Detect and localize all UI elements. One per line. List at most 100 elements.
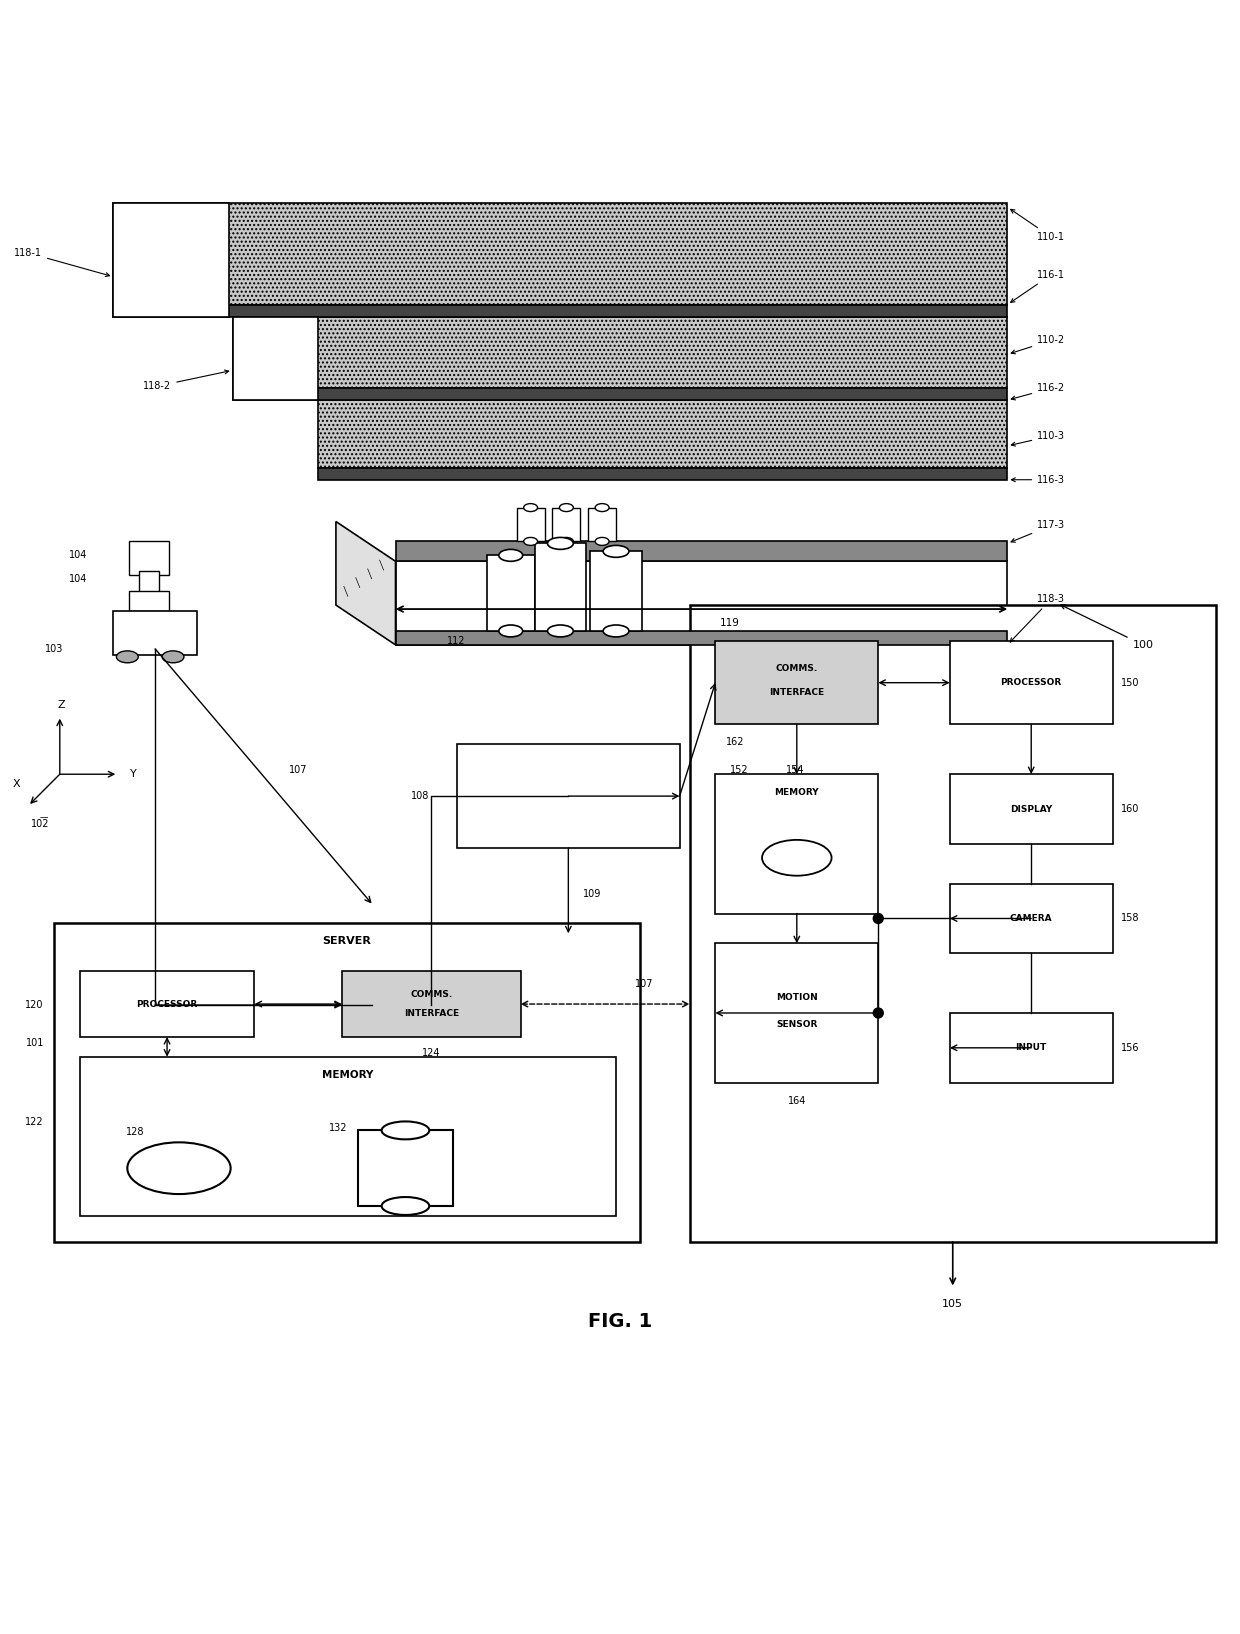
Bar: [113, 203, 228, 317]
Ellipse shape: [382, 1121, 429, 1139]
Text: FIG. 1: FIG. 1: [588, 1312, 652, 1332]
Text: 118-1: 118-1: [14, 248, 109, 276]
Circle shape: [873, 913, 883, 923]
Ellipse shape: [117, 650, 138, 663]
Text: 104: 104: [69, 551, 88, 560]
Bar: [715, 641, 878, 724]
Bar: [79, 971, 254, 1038]
Ellipse shape: [162, 650, 184, 663]
Text: PROCESSOR: PROCESSOR: [136, 1000, 197, 1008]
Text: 116-3: 116-3: [1012, 475, 1065, 485]
Bar: [950, 1013, 1112, 1083]
Text: Z: Z: [58, 699, 66, 709]
Text: 116-2: 116-2: [1012, 384, 1065, 400]
Ellipse shape: [559, 538, 573, 546]
Bar: [317, 400, 1007, 467]
Text: MOTION: MOTION: [776, 992, 817, 1002]
Text: 124: 124: [422, 1047, 440, 1057]
Text: 120: 120: [25, 1000, 43, 1010]
Ellipse shape: [548, 624, 573, 637]
Bar: [317, 467, 1007, 480]
Text: —: —: [40, 814, 48, 822]
Text: 156: 156: [1121, 1042, 1140, 1052]
Circle shape: [873, 1008, 883, 1018]
Text: 119: 119: [719, 618, 739, 627]
Bar: [233, 317, 317, 400]
Text: 150: 150: [1121, 678, 1140, 688]
Bar: [129, 541, 169, 575]
Bar: [233, 317, 1007, 389]
Text: 102: 102: [31, 819, 50, 828]
Bar: [113, 304, 1007, 317]
Bar: [487, 556, 534, 631]
Bar: [950, 641, 1112, 724]
Text: Y: Y: [130, 770, 136, 779]
Bar: [342, 971, 521, 1038]
Text: 118-2: 118-2: [144, 369, 228, 391]
Bar: [79, 1057, 616, 1216]
Text: 101: 101: [26, 1038, 43, 1047]
Text: COMMS.: COMMS.: [410, 990, 453, 998]
Text: 158: 158: [1121, 913, 1140, 923]
Ellipse shape: [523, 538, 538, 546]
Ellipse shape: [595, 538, 609, 546]
Text: MEMORY: MEMORY: [322, 1070, 373, 1080]
Text: INTERFACE: INTERFACE: [769, 688, 825, 698]
Bar: [950, 775, 1112, 843]
Bar: [396, 562, 1007, 645]
Text: 132: 132: [329, 1124, 347, 1134]
Bar: [553, 508, 580, 541]
Ellipse shape: [523, 503, 538, 511]
Ellipse shape: [603, 546, 629, 557]
Ellipse shape: [559, 503, 573, 511]
Bar: [534, 544, 587, 631]
Text: 110-1: 110-1: [1011, 209, 1065, 242]
Text: 108: 108: [410, 791, 429, 801]
Text: 117-3: 117-3: [1011, 521, 1065, 542]
Ellipse shape: [763, 840, 832, 876]
Text: 107: 107: [635, 979, 653, 989]
Ellipse shape: [498, 624, 522, 637]
Ellipse shape: [603, 624, 629, 637]
Text: 104: 104: [69, 574, 88, 585]
Text: 160: 160: [1121, 804, 1140, 814]
Bar: [950, 884, 1112, 953]
Ellipse shape: [382, 1198, 429, 1216]
Text: 122: 122: [25, 1118, 43, 1127]
Text: 154: 154: [786, 765, 804, 775]
Bar: [113, 611, 197, 655]
Bar: [715, 775, 878, 913]
Text: 112: 112: [446, 636, 465, 645]
Text: SENSOR: SENSOR: [776, 1021, 817, 1029]
Bar: [588, 508, 616, 541]
Text: 152: 152: [730, 765, 749, 775]
Bar: [590, 551, 642, 631]
Bar: [396, 631, 1007, 645]
Text: INPUT: INPUT: [1016, 1044, 1047, 1052]
Bar: [517, 508, 544, 541]
Text: SERVER: SERVER: [322, 936, 371, 946]
Text: CAMERA: CAMERA: [1009, 913, 1053, 923]
Text: PROCESSOR: PROCESSOR: [1001, 678, 1061, 688]
Text: INTERFACE: INTERFACE: [404, 1010, 459, 1018]
Text: 110-2: 110-2: [1011, 335, 1065, 355]
Text: COMMS.: COMMS.: [776, 665, 818, 673]
Ellipse shape: [128, 1142, 231, 1194]
Text: 105: 105: [942, 1299, 963, 1309]
Bar: [396, 541, 1007, 562]
Ellipse shape: [548, 538, 573, 549]
Bar: [715, 943, 878, 1083]
Bar: [689, 605, 1216, 1242]
Text: 103: 103: [46, 644, 63, 654]
Ellipse shape: [498, 549, 522, 562]
Bar: [458, 745, 680, 848]
Ellipse shape: [595, 503, 609, 511]
Text: 100: 100: [1060, 605, 1153, 650]
Text: 116-1: 116-1: [1011, 270, 1065, 302]
Text: 110-3: 110-3: [1012, 431, 1065, 446]
Text: MEMORY: MEMORY: [775, 788, 820, 797]
Text: DISPLAY: DISPLAY: [1011, 804, 1053, 814]
Text: 107: 107: [289, 765, 308, 775]
Polygon shape: [336, 521, 396, 645]
Bar: [233, 389, 1007, 400]
